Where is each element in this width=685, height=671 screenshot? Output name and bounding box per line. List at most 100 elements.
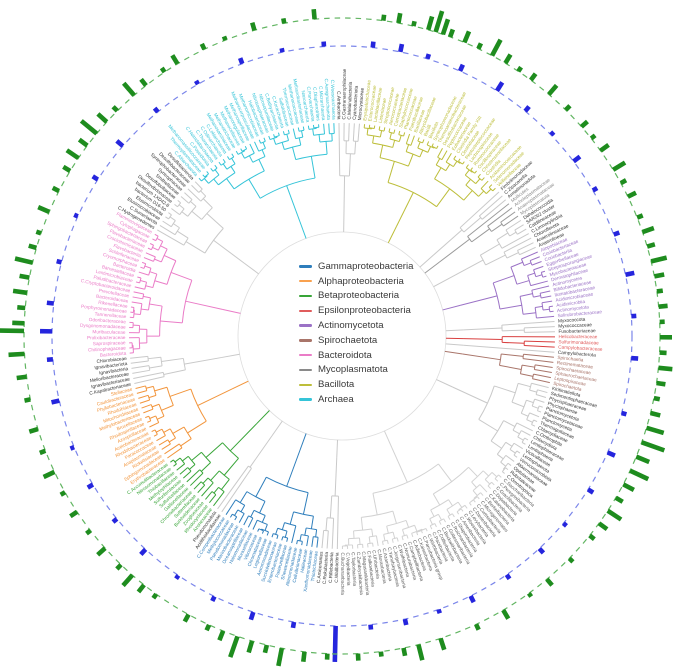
legend-item: Mycoplasmatota	[299, 363, 413, 378]
leaf-label: Bacillota	[428, 121, 440, 140]
abundance-bar	[645, 425, 665, 436]
abundance-bar	[597, 521, 609, 532]
leaf-label: Bacteroidia	[112, 261, 136, 273]
abundance-bar	[279, 47, 285, 53]
abundance-bar	[641, 225, 655, 235]
abundance-bar	[503, 53, 513, 65]
leaf-label: C.Woesearchaeota	[330, 80, 337, 121]
leaf-label: Odoribacteraceae	[89, 317, 127, 324]
abundance-bar	[290, 621, 297, 629]
legend-swatch-icon	[299, 294, 312, 298]
leaf-label: C.Micrarchaeota	[318, 86, 326, 121]
leaf-label: C.Buchananbacteria	[340, 552, 345, 595]
abundance-bar	[12, 288, 28, 296]
leaf-label: Campylobacteraceae	[558, 345, 603, 352]
abundance-bar	[37, 205, 51, 214]
legend-item: Archaea	[299, 392, 413, 407]
leaf-label: Chitinophagaceae	[88, 345, 126, 352]
legend-swatch-icon	[299, 383, 312, 386]
abundance-bar	[121, 81, 136, 97]
clade-branches	[129, 123, 556, 550]
abundance-bar	[636, 213, 644, 220]
abundance-bar	[121, 573, 135, 588]
abundance-bar	[440, 18, 451, 36]
abundance-bar	[115, 563, 123, 571]
abundance-bar	[547, 83, 559, 96]
abundance-bar	[599, 143, 610, 153]
leaf-label: C.Magasanikbacteria	[361, 551, 370, 596]
abundance-bar	[614, 495, 624, 504]
leaf-labels: C.Atribacteria C.Gastranaerophilaceae C.Me…	[80, 68, 603, 596]
clade-gammaproteobacteria	[225, 433, 319, 548]
abundance-bar	[516, 65, 523, 73]
leaf-label: Halieaceae	[300, 549, 309, 573]
leaf-label: Myxococcaceae	[558, 322, 592, 328]
leaf-label: Lactobacillaceae	[373, 87, 383, 123]
abundance-bar	[332, 625, 338, 662]
legend-label: Actinomycetota	[318, 320, 384, 332]
abundance-bar	[656, 380, 666, 387]
abundance-bar	[396, 12, 403, 24]
clade-desulfobacterota	[157, 181, 259, 275]
abundance-bar	[640, 440, 666, 453]
abundance-bar	[653, 272, 665, 279]
abundance-bar	[16, 374, 27, 381]
abundance-bar	[77, 137, 89, 148]
abundance-bar	[159, 66, 167, 74]
legend-item: Spirochaetota	[299, 333, 413, 348]
abundance-bar	[606, 508, 623, 522]
abundance-bar	[501, 608, 511, 620]
abundance-bar	[649, 410, 661, 418]
clade-cyanobacteriota	[338, 123, 360, 233]
legend-swatch-icon	[299, 280, 312, 283]
leaf-label: Rectinemataceae	[557, 360, 594, 370]
abundance-bar	[24, 397, 31, 403]
legend-item: Actinomycetota	[299, 318, 413, 333]
leaf-label: Rikenellaceae	[98, 300, 128, 309]
clade-betaproteobacteria	[170, 410, 270, 507]
leaf-label: C.Aenigmarchaeota	[324, 78, 332, 120]
abundance-bar	[59, 490, 67, 497]
abundance-bar	[19, 273, 30, 280]
abundance-bar	[579, 119, 589, 129]
root-circle	[237, 231, 447, 441]
clade-mycoplasmatota	[424, 203, 519, 274]
clade-myxococcota	[445, 320, 555, 333]
abundance-bar	[447, 28, 456, 38]
clade-actinomycetota	[442, 251, 555, 319]
abundance-bar	[35, 229, 42, 236]
abundance-bar	[301, 651, 307, 662]
abundance-bar	[650, 255, 668, 264]
abundance-bar	[39, 448, 47, 456]
leaf-label: C.Wallbacteria	[334, 552, 340, 583]
leaf-label: C.Zambryskibacteria	[356, 552, 364, 596]
abundance-bar	[658, 365, 673, 372]
leaf-label: Ignavibacteriota	[94, 361, 128, 370]
abundance-bar	[564, 104, 572, 112]
abundance-bar	[86, 482, 95, 490]
legend-swatch-icon	[299, 339, 312, 342]
abundance-bar	[474, 623, 481, 631]
leaf-label: C.Azambacteria	[382, 548, 393, 582]
legend-label: Betaproteobacteria	[318, 290, 400, 302]
abundance-bar	[79, 119, 99, 136]
abundance-bar	[199, 42, 207, 51]
leaf-label: C.Vogelbacteria	[345, 552, 351, 586]
abundance-bar	[276, 647, 285, 667]
leaf-label: Nanoarchaeota	[301, 90, 311, 123]
legend-swatch-icon	[299, 353, 312, 357]
leaf-label: C.Gastranaerophilaceae	[341, 68, 347, 119]
abundance-bar	[591, 185, 599, 193]
clade-bottom-unclassified	[321, 439, 339, 549]
abundance-bar	[221, 35, 228, 41]
leaf-label: Bacteroidaceae	[96, 293, 129, 303]
leaf-label: Spirochaetaceae	[556, 365, 592, 375]
leaf-label: C.Diapherotrites	[312, 87, 321, 122]
leaf-label: Myxococcota	[558, 317, 586, 324]
abundance-bar	[194, 79, 200, 86]
leaf-label: C.Uhrbacteria	[371, 550, 380, 580]
clade-epsilonproteobacteria	[445, 336, 556, 348]
abundance-bar	[56, 258, 63, 265]
abundance-bar	[111, 105, 119, 113]
abundance-bar	[401, 647, 408, 657]
